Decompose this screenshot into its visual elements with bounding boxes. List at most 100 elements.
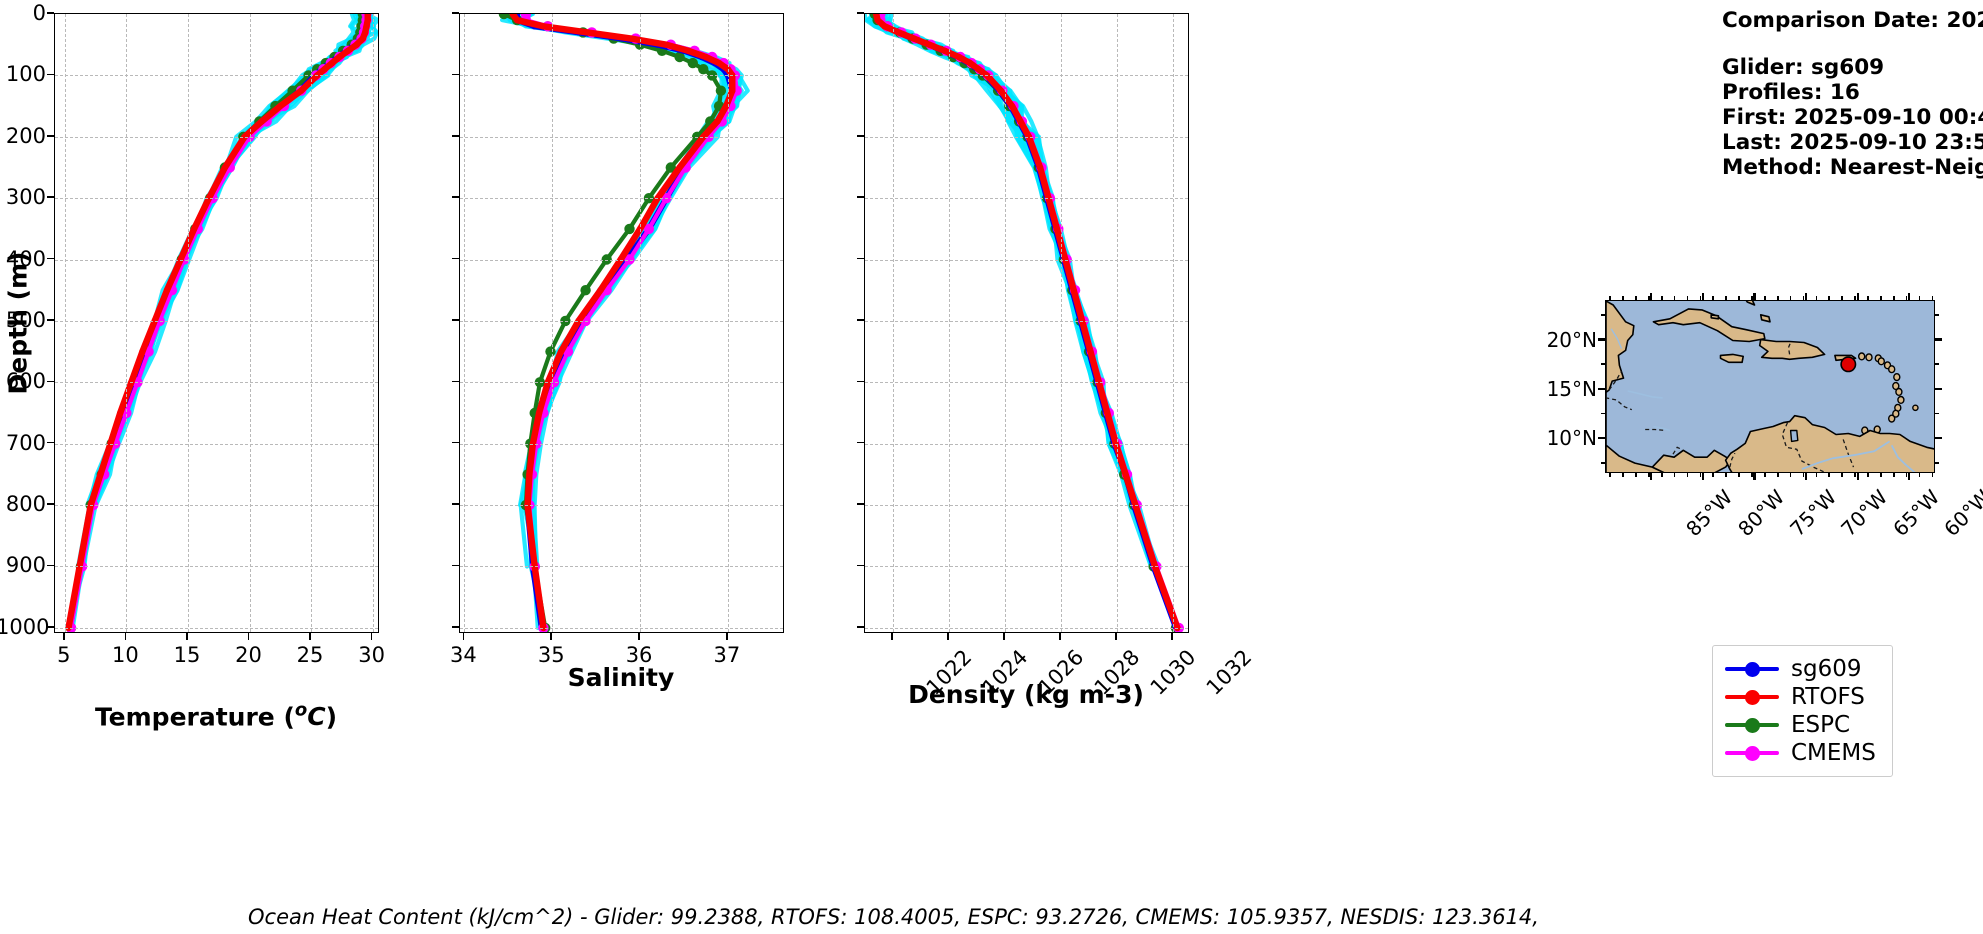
map-lon-minor-tick bbox=[1905, 296, 1908, 300]
map-lon-minor-tick bbox=[1854, 473, 1856, 477]
map-lon-minor-tick bbox=[1815, 473, 1818, 477]
y-axis-tick bbox=[47, 196, 54, 198]
gridline-horizontal bbox=[55, 382, 378, 384]
gridline-vertical bbox=[464, 14, 466, 632]
map-lon-minor-tick bbox=[1789, 296, 1792, 300]
gridline-horizontal bbox=[460, 505, 783, 507]
y-axis-tick bbox=[47, 564, 54, 567]
map-lon-minor-tick bbox=[1828, 473, 1831, 477]
first-profile-time-text: First: 2025-09-10 00:42:26 bbox=[1722, 105, 1983, 130]
map-lon-minor-tick bbox=[1738, 296, 1740, 300]
y-axis-tick-label: 300 bbox=[5, 185, 46, 210]
map-lon-minor-tick bbox=[1699, 296, 1702, 300]
map-lat-minor-tick bbox=[1935, 462, 1939, 464]
legend-key-espc bbox=[1725, 715, 1779, 735]
y-axis-tick bbox=[47, 380, 54, 383]
map-lon-minor-tick bbox=[1815, 296, 1818, 300]
map-frame bbox=[1605, 300, 1935, 473]
legend-label: ESPC bbox=[1791, 712, 1851, 738]
map-lat-minor-tick bbox=[1601, 314, 1605, 316]
y-axis-tick bbox=[47, 441, 54, 444]
y-axis-tick bbox=[47, 73, 54, 76]
x-axis-tick-label: 1030 bbox=[1145, 645, 1201, 700]
gridline-horizontal bbox=[55, 566, 378, 568]
map-lon-minor-tick bbox=[1841, 296, 1843, 300]
gridline-horizontal bbox=[55, 75, 378, 77]
gridline-horizontal bbox=[865, 136, 1188, 138]
map-lon-minor-tick bbox=[1609, 296, 1611, 300]
map-lon-minor-tick bbox=[1686, 296, 1689, 300]
map-lon-label: 75°W bbox=[1784, 485, 1841, 542]
density-curves bbox=[865, 14, 1184, 632]
map-lon-minor-tick bbox=[1880, 473, 1882, 477]
map-lon-minor-tick bbox=[1712, 473, 1715, 477]
comparison-date-text: Comparison Date: 2025-09-10 bbox=[1722, 8, 1983, 33]
x-axis-tick bbox=[462, 633, 465, 640]
gridline-horizontal bbox=[55, 505, 378, 507]
map-lat-tick bbox=[1598, 338, 1605, 341]
map-lat-tick bbox=[1935, 387, 1942, 391]
gridline-vertical bbox=[552, 14, 554, 632]
last-profile-time-text: Last: 2025-09-10 23:54:27 bbox=[1722, 130, 1983, 155]
gridline-horizontal bbox=[460, 627, 783, 629]
gridline-horizontal bbox=[460, 443, 783, 445]
gridline-vertical bbox=[1173, 14, 1175, 632]
gridline-vertical bbox=[893, 14, 895, 632]
y-axis-tick bbox=[47, 626, 54, 628]
gridline-vertical bbox=[311, 14, 313, 632]
y-axis-tick bbox=[452, 73, 459, 76]
map-lat-minor-tick bbox=[1601, 363, 1605, 366]
x-axis-tick bbox=[726, 633, 728, 640]
map-lat-minor-tick bbox=[1935, 314, 1939, 316]
y-axis-tick bbox=[452, 196, 459, 198]
map-lat-tick bbox=[1598, 437, 1605, 440]
y-axis-tick bbox=[47, 503, 54, 505]
gridline-horizontal bbox=[55, 136, 378, 138]
x-axis-tick bbox=[1171, 633, 1173, 640]
y-axis-tick bbox=[857, 564, 864, 567]
map-lon-minor-tick bbox=[1841, 473, 1843, 477]
map-lon-tick bbox=[1856, 473, 1859, 480]
map-lon-minor-tick bbox=[1686, 473, 1689, 477]
gridline-vertical bbox=[126, 14, 128, 632]
x-axis-tick bbox=[638, 633, 640, 640]
map-lon-minor-tick bbox=[1712, 296, 1715, 300]
profiles-count-text: Profiles: 16 bbox=[1722, 80, 1860, 105]
y-axis-tick bbox=[857, 380, 864, 383]
glider-location-map bbox=[1605, 300, 1935, 473]
y-axis-tick bbox=[857, 196, 864, 198]
salinity-axis-title: Salinity bbox=[567, 663, 675, 692]
gridline-horizontal bbox=[865, 198, 1188, 200]
temperature-axis-title: Temperature (oC) bbox=[94, 700, 338, 732]
map-lon-minor-tick bbox=[1699, 473, 1702, 477]
gridline-horizontal bbox=[460, 75, 783, 77]
gridline-horizontal bbox=[460, 566, 783, 568]
y-axis-tick bbox=[452, 626, 459, 628]
y-axis-tick-label: 700 bbox=[5, 430, 46, 455]
map-lon-minor-tick bbox=[1635, 473, 1637, 477]
gridline-horizontal bbox=[460, 259, 783, 261]
legend-label: RTOFS bbox=[1791, 684, 1865, 710]
map-lon-minor-tick bbox=[1802, 473, 1805, 477]
legend-label: CMEMS bbox=[1791, 740, 1876, 766]
map-lat-label: 20°N bbox=[1546, 327, 1597, 352]
x-axis-tick-label: 15 bbox=[173, 643, 201, 667]
gridline-horizontal bbox=[865, 505, 1188, 507]
gridline-vertical bbox=[187, 14, 189, 632]
y-axis-tick bbox=[857, 257, 864, 260]
map-lon-minor-tick bbox=[1854, 296, 1856, 300]
y-axis-tick-label: 500 bbox=[5, 307, 46, 332]
y-axis-tick bbox=[47, 257, 54, 260]
glider-name-text: Glider: sg609 bbox=[1722, 55, 1885, 80]
legend-key-sg609 bbox=[1725, 659, 1779, 679]
y-axis-tick-label: 900 bbox=[5, 553, 46, 578]
map-lon-minor-tick bbox=[1648, 296, 1650, 300]
y-axis-tick bbox=[857, 319, 864, 321]
map-lon-minor-tick bbox=[1918, 473, 1921, 477]
map-lon-tick bbox=[1650, 293, 1653, 300]
x-axis-tick-label: 20 bbox=[235, 643, 262, 667]
temperature-curves bbox=[65, 14, 378, 632]
y-axis-tick-label: 800 bbox=[5, 492, 46, 517]
map-lon-minor-tick bbox=[1892, 473, 1895, 477]
